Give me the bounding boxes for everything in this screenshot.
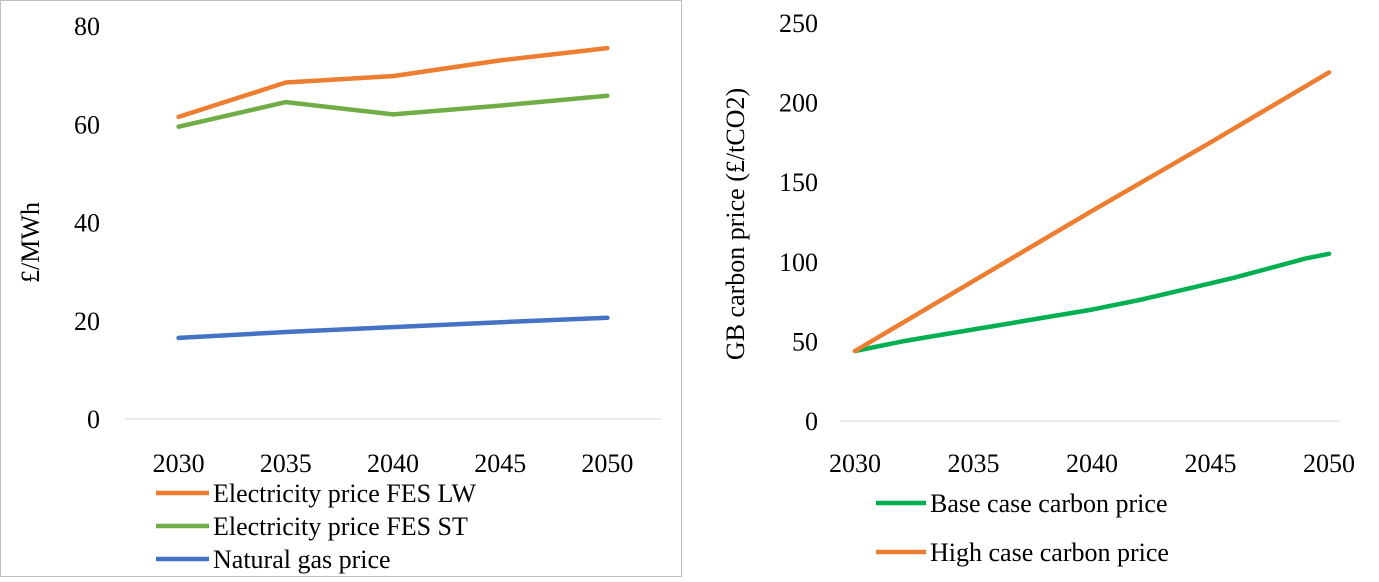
y-axis-title: £/MWh (16, 202, 45, 283)
series-line-0 (179, 48, 608, 117)
y-tick-label: 150 (779, 168, 818, 197)
y-tick-label: 40 (74, 209, 100, 238)
y-tick-label: 80 (74, 12, 100, 41)
y-tick-label: 0 (805, 407, 818, 436)
y-tick-label: 50 (792, 327, 818, 356)
legend-label-1: High case carbon price (930, 538, 1169, 567)
x-tick-label: 2030 (153, 449, 205, 478)
x-tick-label: 2035 (260, 449, 312, 478)
x-tick-label: 2040 (1066, 449, 1118, 478)
y-tick-label: 100 (779, 248, 818, 277)
x-tick-label: 2050 (581, 449, 633, 478)
y-tick-label: 60 (74, 110, 100, 139)
y-axis-title: GB carbon price (£/tCO2) (721, 88, 750, 360)
series-line-2 (179, 318, 608, 338)
x-tick-label: 2045 (474, 449, 526, 478)
legend-label-2: Natural gas price (213, 545, 391, 574)
y-tick-label: 0 (87, 405, 100, 434)
x-tick-label: 2030 (829, 449, 881, 478)
legend-label-1: Electricity price FES ST (213, 512, 468, 541)
y-tick-label: 200 (779, 89, 818, 118)
carbon-price-chart: 0 50 100 150 200 250 2030 2035 2040 2045 2050 GB ca… (690, 0, 1379, 577)
legend-label-0: Base case carbon price (930, 489, 1167, 518)
y-tick-label: 20 (74, 307, 100, 336)
carbon-price-plot: 0 50 100 150 200 250 2030 2035 2040 2045 2050 GB ca… (690, 0, 1379, 577)
series-line-1 (179, 96, 608, 127)
series-line-0 (855, 254, 1329, 351)
x-tick-label: 2045 (1185, 449, 1237, 478)
y-tick-label: 250 (779, 9, 818, 38)
x-tick-label: 2040 (367, 449, 419, 478)
x-tick-label: 2050 (1303, 449, 1355, 478)
x-tick-label: 2035 (948, 449, 1000, 478)
legend-label-0: Electricity price FES LW (213, 479, 476, 508)
